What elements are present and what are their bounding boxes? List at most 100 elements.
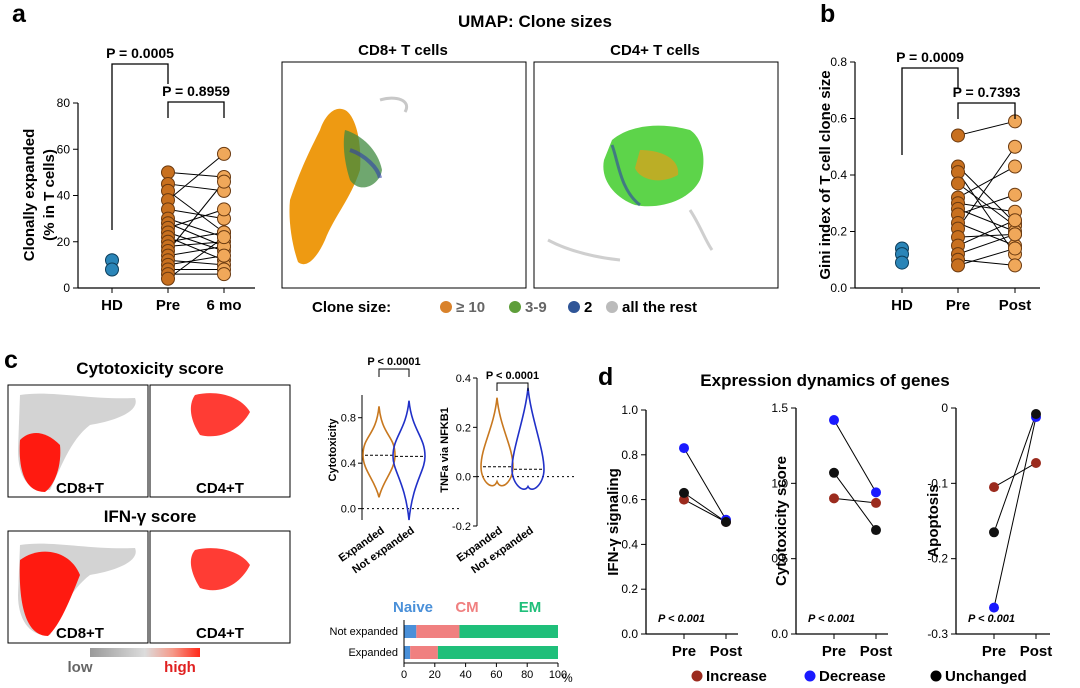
a-ytick-label: 60	[57, 142, 71, 156]
v1-ytick-label: 0.8	[341, 413, 356, 425]
v2-pval: P < 0.0001	[486, 370, 539, 382]
a-pair-line	[167, 236, 225, 261]
d0-ytick-label: 0.4	[621, 537, 638, 551]
legend-decrease-swatch	[804, 670, 816, 682]
b-pair-line	[957, 233, 1016, 255]
d1-point-increase	[871, 497, 881, 508]
color-scale-high: high	[164, 659, 196, 676]
v1-ytick-label: 0.0	[341, 504, 356, 516]
panel-b-chart: Gini index of T cell clone size 0.0 0.2 0.…	[817, 49, 1040, 314]
v1-violin-1	[392, 400, 426, 521]
bar-legend-cm: CM	[455, 599, 478, 616]
map-cd8-ifng-frame	[7, 530, 149, 644]
bar-xtick-label: 20	[429, 669, 441, 681]
b-ytick-label: 0.2	[830, 225, 847, 239]
bar-segment-naive	[404, 625, 417, 638]
panel-letter-a: a	[12, 0, 27, 28]
legend-increase-label: Increase	[706, 668, 767, 685]
v2-violin-0	[480, 397, 514, 487]
umap-cd8-title: CD8+ T cells	[358, 42, 448, 59]
d0-line-increase	[683, 499, 727, 523]
a-bracket-2	[167, 101, 225, 118]
b-post-point	[1008, 241, 1022, 256]
b-post-point	[1008, 139, 1022, 154]
bar-legend-naive: Naive	[393, 599, 433, 616]
d2-line-unchanged	[993, 413, 1037, 533]
a-pair-line	[167, 241, 225, 247]
b-hd-point	[895, 255, 909, 270]
b-ytick-label: 0.6	[830, 112, 847, 126]
d0-ytick-label: 0.0	[621, 627, 638, 641]
a-ytick-label: 80	[57, 96, 71, 110]
legend-decrease-label: Decrease	[819, 668, 886, 685]
legend-label-39: 3-9	[525, 299, 547, 316]
d0-ytick-label: 1.0	[621, 403, 638, 417]
b-post-point	[1008, 227, 1022, 242]
a-post-point	[217, 174, 231, 189]
a-bracket-1	[111, 63, 169, 230]
map-label-cd8-2: CD8+T	[56, 625, 104, 642]
b-pre-point	[951, 128, 965, 143]
v2-ytick-label: -0.2	[452, 521, 471, 533]
d1-line-decrease	[833, 419, 877, 493]
v2-ytick-label: 0.0	[456, 472, 471, 484]
bar-segment-naive	[404, 646, 411, 659]
a-pair-line	[167, 259, 225, 266]
d1-point-decrease	[829, 415, 839, 426]
b-ytick-label: 0.4	[830, 168, 847, 182]
bar-unit: %	[562, 671, 573, 685]
map-label-cd4-2: CD4+T	[196, 625, 244, 642]
b-pre-point	[951, 176, 965, 191]
bar-xtick-label: 80	[521, 669, 533, 681]
d1-ytick-label: 0.0	[771, 627, 788, 641]
d1-point-decrease	[871, 487, 881, 498]
d1-xtick-label: Post	[860, 643, 893, 660]
panel-b-ylabel: Gini index of T cell clone size	[817, 70, 834, 279]
map-cd4-ifng-frame	[149, 530, 291, 644]
v2-bracket	[496, 382, 529, 391]
a-xtick-label: 6 mo	[206, 297, 241, 314]
bar-segment-cm	[416, 625, 460, 638]
d1-line-unchanged	[833, 472, 877, 531]
ifng-score-title: IFN-γ score	[104, 507, 197, 526]
a-ytick-label: 40	[57, 189, 71, 203]
b-pair-line	[957, 146, 1016, 229]
b-pre-point	[951, 258, 965, 273]
d1-ytick-label: 1.5	[771, 401, 788, 415]
bar-category-label: Expanded	[348, 647, 398, 659]
umap-panel: UMAP: Clone sizes CD8+ T cells CD4+ T ce…	[281, 12, 779, 316]
map-cd8-cyto-red	[19, 433, 61, 492]
umap-cd8-rest-region	[379, 96, 409, 113]
d2-point-increase	[989, 482, 999, 493]
a-ytick-label: 20	[57, 235, 71, 249]
bar-category-label: Not expanded	[330, 626, 399, 638]
d2-xtick-label: Post	[1020, 643, 1053, 660]
map-label-cd8-1: CD8+T	[56, 480, 104, 497]
b-post-point	[1008, 258, 1022, 273]
d0-ytick-label: 0.8	[621, 448, 638, 462]
umap-cd4-title: CD4+ T cells	[610, 42, 700, 59]
map-cd8-ifng-red	[19, 551, 80, 636]
b-pair-line	[957, 259, 1016, 266]
v1-ytick-label: 0.4	[341, 458, 356, 470]
d2-point-increase	[1031, 457, 1041, 468]
b-pair-line	[957, 120, 1016, 136]
b-pair-line	[957, 194, 1016, 216]
a-pair-line	[167, 255, 225, 266]
b-bracket-2	[957, 102, 1016, 119]
a-pair-line	[167, 171, 225, 178]
b-pair-line	[957, 222, 1016, 247]
a-xtick-label: Pre	[156, 297, 180, 314]
a-pval-2: P = 0.8959	[162, 83, 230, 99]
d2-point-unchanged	[1031, 409, 1041, 420]
b-post-point	[1008, 187, 1022, 202]
violin1-ylabel: Cytotoxicity	[327, 418, 339, 482]
b-pair-line	[957, 202, 1016, 213]
legend-swatch-rest	[606, 301, 618, 313]
d2-ytick-label: 0	[941, 401, 948, 415]
a-post-point	[217, 230, 231, 245]
cytotoxicity-score-title: Cytotoxicity score	[76, 359, 223, 378]
bar-xtick-label: 60	[490, 669, 502, 681]
d0-ylabel: IFN-γ signaling	[605, 468, 622, 576]
v1-bracket	[378, 368, 410, 377]
